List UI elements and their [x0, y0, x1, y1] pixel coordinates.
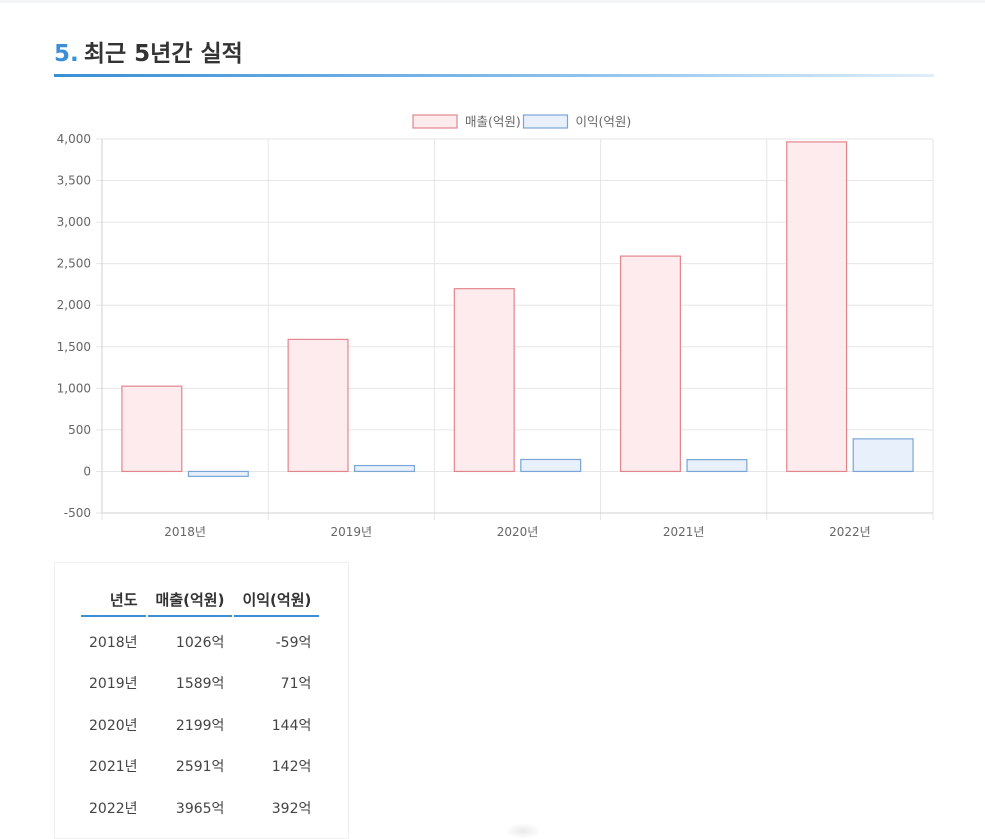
table-row: 2022년 3965억 392억 [81, 787, 319, 829]
revenue-bar [619, 255, 681, 473]
profit-bar [686, 459, 748, 473]
y-tick-label: 0 [83, 464, 91, 478]
cell-revenue: 1026억 [175, 634, 225, 651]
table-header-row: 년도 매출(억원) 이익(억원) [81, 583, 320, 617]
table-row: 2019년 1589억 71억 [81, 663, 319, 705]
scroll-shadow [505, 823, 541, 839]
table-row: 2018년 1026억 -59억 [81, 617, 319, 663]
y-tick-label: -500 [64, 506, 91, 520]
revenue-bar [121, 385, 183, 473]
cell-year: 2020년 [89, 717, 138, 734]
y-tick-label: 4,000 [57, 132, 91, 146]
performance-table: 년도 매출(억원) 이익(억원) 2018년 1026억 -59억 2019년 … [79, 583, 321, 829]
cell-profit: 392억 [271, 800, 312, 817]
x-tick-label: 2020년 [497, 525, 539, 539]
legend-swatch [522, 114, 569, 129]
y-tick-label: 500 [68, 423, 91, 437]
cell-year: 2018년 [89, 634, 138, 651]
cell-year: 2021년 [89, 759, 138, 776]
x-tick-label: 2022년 [829, 525, 871, 539]
x-tick-label: 2019년 [331, 525, 373, 539]
cell-profit: -59억 [275, 634, 312, 651]
y-tick-label: 3,000 [57, 215, 91, 229]
cell-profit: 144억 [271, 717, 312, 734]
performance-table-card: 년도 매출(억원) 이익(억원) 2018년 1026억 -59억 2019년 … [54, 562, 349, 839]
profit-bar [852, 438, 914, 473]
cell-revenue: 2591억 [175, 759, 225, 776]
cell-profit: 71억 [280, 676, 312, 693]
cell-revenue: 3965억 [175, 800, 225, 817]
profit-bar [187, 470, 249, 477]
y-tick-label: 1,000 [57, 381, 91, 395]
legend-label: 이익(억원) [576, 114, 632, 129]
section-title: 5. 최근 5년간 실적 [54, 34, 243, 68]
column-header-revenue: 매출(억원) [147, 583, 233, 617]
legend-label: 매출(억원) [465, 114, 521, 129]
section-header: 5. 최근 5년간 실적 [54, 34, 934, 78]
top-divider [0, 0, 985, 3]
column-header-profit: 이익(억원) [234, 583, 320, 617]
section-title-text: 최근 5년간 실적 [83, 41, 243, 67]
y-tick-label: 2,500 [57, 257, 91, 271]
y-tick-label: 1,500 [57, 340, 91, 354]
section-number: 5. [54, 41, 79, 67]
section-title-underline [54, 74, 934, 77]
column-header-year: 년도 [81, 583, 146, 617]
table-row: 2021년 2591억 142억 [81, 746, 319, 788]
x-tick-label: 2018년 [164, 525, 206, 539]
performance-bar-chart: 4,000 3,500 3,000 2,500 2,000 1,500 1,000 500 0 -… [57, 114, 934, 539]
revenue-bar [287, 338, 349, 473]
cell-year: 2019년 [89, 676, 138, 693]
profit-bar [354, 464, 416, 473]
revenue-bar [453, 288, 515, 473]
y-tick-label: 2,000 [57, 298, 91, 312]
legend-swatch [412, 114, 458, 129]
revenue-bar [786, 141, 848, 473]
profit-bar [520, 458, 582, 473]
x-tick-label: 2021년 [663, 525, 705, 539]
table-row: 2020년 2199억 144억 [81, 704, 319, 746]
cell-year: 2022년 [89, 800, 138, 817]
y-tick-label: 3,500 [57, 174, 91, 188]
cell-revenue: 2199억 [175, 717, 225, 734]
cell-revenue: 1589억 [175, 676, 225, 693]
cell-profit: 142억 [271, 759, 312, 776]
